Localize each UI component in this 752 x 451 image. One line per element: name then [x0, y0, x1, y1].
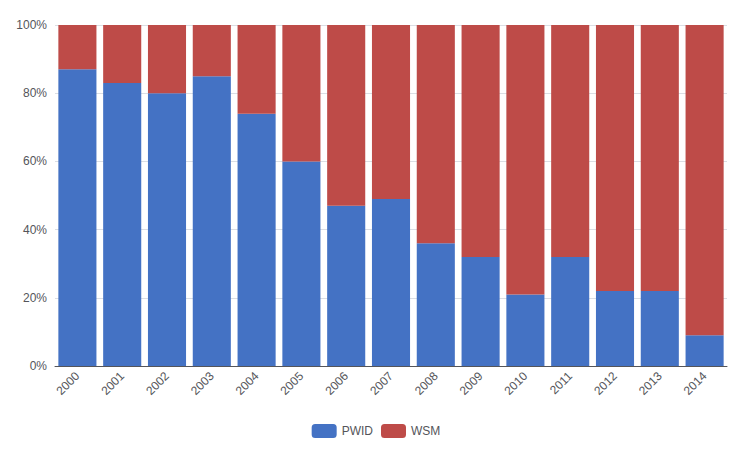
- svg-text:2006: 2006: [322, 369, 351, 398]
- svg-text:2010: 2010: [502, 369, 531, 398]
- svg-text:PWID: PWID: [342, 424, 374, 438]
- svg-text:2000: 2000: [54, 369, 83, 398]
- svg-text:2004: 2004: [233, 369, 262, 398]
- svg-text:100%: 100%: [16, 18, 47, 32]
- svg-text:2014: 2014: [681, 369, 710, 398]
- svg-text:2002: 2002: [143, 369, 172, 398]
- svg-text:2009: 2009: [457, 369, 486, 398]
- svg-text:20%: 20%: [23, 291, 47, 305]
- svg-text:40%: 40%: [23, 223, 47, 237]
- svg-text:2011: 2011: [547, 369, 575, 397]
- svg-text:80%: 80%: [23, 86, 47, 100]
- svg-text:2008: 2008: [412, 369, 441, 398]
- svg-text:2012: 2012: [591, 369, 620, 398]
- svg-text:0%: 0%: [30, 359, 48, 373]
- svg-text:2013: 2013: [636, 369, 665, 398]
- svg-text:2005: 2005: [278, 369, 307, 398]
- svg-text:WSM: WSM: [411, 424, 440, 438]
- svg-text:2003: 2003: [188, 369, 217, 398]
- svg-text:2001: 2001: [98, 369, 127, 398]
- svg-text:2007: 2007: [367, 369, 396, 398]
- svg-text:60%: 60%: [23, 154, 47, 168]
